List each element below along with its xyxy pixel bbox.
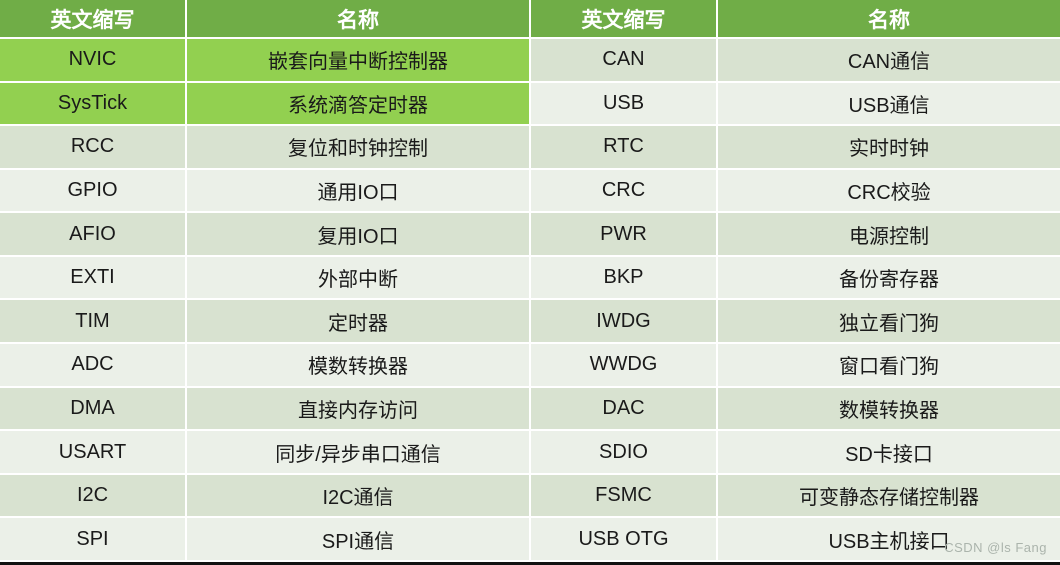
cell-name-right: SD卡接口 bbox=[718, 431, 1060, 473]
cell-name-right: 窗口看门狗 bbox=[718, 344, 1060, 386]
cell-abbr-right: USB OTG bbox=[531, 518, 716, 560]
cell-abbr-left: SPI bbox=[0, 518, 185, 560]
cell-abbr-right: RTC bbox=[531, 126, 716, 168]
cell-name-right: CAN通信 bbox=[718, 39, 1060, 81]
cell-name-left: 复用IO口 bbox=[187, 213, 529, 255]
cell-abbr-right: IWDG bbox=[531, 300, 716, 343]
cell-name-left: 复位和时钟控制 bbox=[187, 126, 529, 168]
cell-abbr-right: WWDG bbox=[531, 344, 716, 386]
cell-name-left: 嵌套向量中断控制器 bbox=[187, 39, 529, 81]
cell-name-right: 备份寄存器 bbox=[718, 256, 1060, 299]
cell-name-left: 同步/异步串口通信 bbox=[187, 431, 529, 473]
cell-name-right: USB通信 bbox=[718, 82, 1060, 125]
cell-name-right: 可变静态存储控制器 bbox=[718, 474, 1060, 517]
cell-name-right: USB主机接口 bbox=[718, 518, 1060, 560]
cell-name-left: I2C通信 bbox=[187, 474, 529, 517]
cell-abbr-left: RCC bbox=[0, 126, 185, 168]
cell-abbr-right: USB bbox=[531, 82, 716, 125]
cell-name-left: 定时器 bbox=[187, 300, 529, 343]
cell-abbr-left: GPIO bbox=[0, 169, 185, 212]
column-header-abbr-left: 英文缩写 bbox=[0, 0, 185, 37]
cell-abbr-left: AFIO bbox=[0, 213, 185, 255]
cell-abbr-left: USART bbox=[0, 431, 185, 473]
cell-name-right: CRC校验 bbox=[718, 169, 1060, 212]
cell-name-right: 独立看门狗 bbox=[718, 300, 1060, 343]
cell-abbr-left: ADC bbox=[0, 344, 185, 386]
cell-abbr-left: I2C bbox=[0, 474, 185, 517]
cell-name-left: 系统滴答定时器 bbox=[187, 82, 529, 125]
cell-abbr-left: DMA bbox=[0, 387, 185, 430]
cell-abbr-left: SysTick bbox=[0, 82, 185, 125]
cell-name-left: 模数转换器 bbox=[187, 344, 529, 386]
cell-name-right: 电源控制 bbox=[718, 213, 1060, 255]
cell-abbr-right: PWR bbox=[531, 213, 716, 255]
cell-name-right: 数模转换器 bbox=[718, 387, 1060, 430]
column-header-name-left: 名称 bbox=[187, 0, 529, 37]
cell-abbr-right: SDIO bbox=[531, 431, 716, 473]
cell-abbr-left: NVIC bbox=[0, 39, 185, 81]
cell-name-left: 通用IO口 bbox=[187, 169, 529, 212]
cell-name-right: 实时时钟 bbox=[718, 126, 1060, 168]
cell-name-left: 外部中断 bbox=[187, 256, 529, 299]
cell-name-left: 直接内存访问 bbox=[187, 387, 529, 430]
cell-name-left: SPI通信 bbox=[187, 518, 529, 560]
column-header-name-right: 名称 bbox=[718, 0, 1060, 37]
cell-abbr-right: FSMC bbox=[531, 474, 716, 517]
column-header-abbr-right: 英文缩写 bbox=[531, 0, 716, 37]
cell-abbr-right: CAN bbox=[531, 39, 716, 81]
cell-abbr-right: DAC bbox=[531, 387, 716, 430]
cell-abbr-right: CRC bbox=[531, 169, 716, 212]
cell-abbr-right: BKP bbox=[531, 256, 716, 299]
cell-abbr-left: TIM bbox=[0, 300, 185, 343]
cell-abbr-left: EXTI bbox=[0, 256, 185, 299]
